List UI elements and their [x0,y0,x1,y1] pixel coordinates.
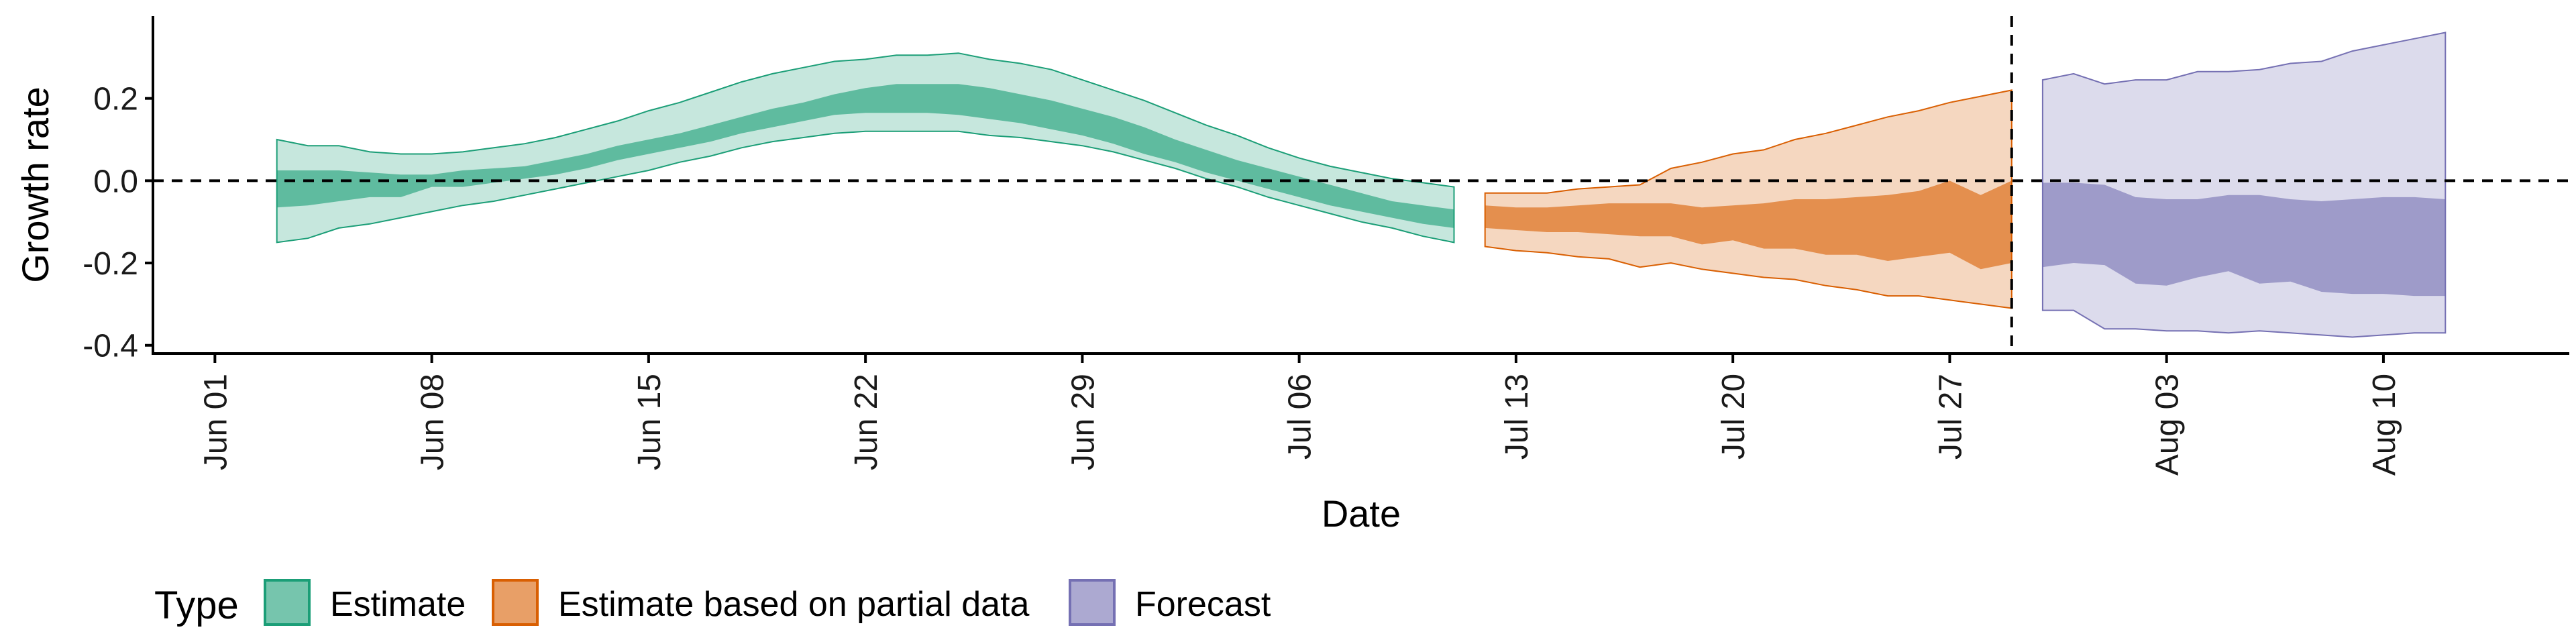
y-tick-label: 0.0 [93,164,138,199]
y-tick-label: -0.4 [83,329,138,364]
legend-key-2 [1069,579,1116,626]
legend: Estimate Estimate based on partial data Fo… [264,579,1271,626]
legend-key-0 [264,579,311,626]
series-1-inner-band [1485,180,2012,270]
x-tick-label: Jul 13 [1499,374,1535,460]
x-tick-label: Jun 22 [849,374,884,470]
y-tick-label: 0.2 [93,82,138,117]
legend-label-1: Estimate based on partial data [558,585,1030,624]
x-tick-label: Jun 29 [1065,374,1101,470]
chart-bands [276,32,2447,338]
x-tick-label: Jun 15 [632,374,667,470]
x-tick-label: Jul 27 [1933,374,1968,460]
series-2-inner-band [2042,182,2446,297]
x-tick-label: Aug 10 [2367,374,2402,476]
series-0-inner-band [276,84,1454,228]
legend-title: Type [154,584,239,627]
x-tick-label: Jul 20 [1716,374,1752,460]
legend-key-1 [492,579,539,626]
series-0 [276,52,1455,244]
y-axis-title: Growth rate [14,87,56,283]
legend-label-2: Forecast [1135,585,1271,624]
series-2 [2041,32,2447,338]
y-tick-label: -0.2 [83,246,138,282]
legend-label-0: Estimate [330,585,466,624]
y-axis-ticks: 0.2 0.0 -0.2 -0.4 [83,82,153,364]
series-1 [1484,89,2012,309]
x-tick-label: Jul 06 [1283,374,1318,460]
series-0-outer-band [276,52,1455,244]
x-tick-label: Jun 08 [415,374,451,470]
x-tick-label: Jun 01 [198,374,233,470]
x-axis-ticks: Jun 01 Jun 08 Jun 15 Jun 22 Jun 29 Jul 06 Jul … [198,354,2402,476]
x-tick-label: Aug 03 [2150,374,2186,476]
x-axis-title: Date [1322,492,1401,535]
